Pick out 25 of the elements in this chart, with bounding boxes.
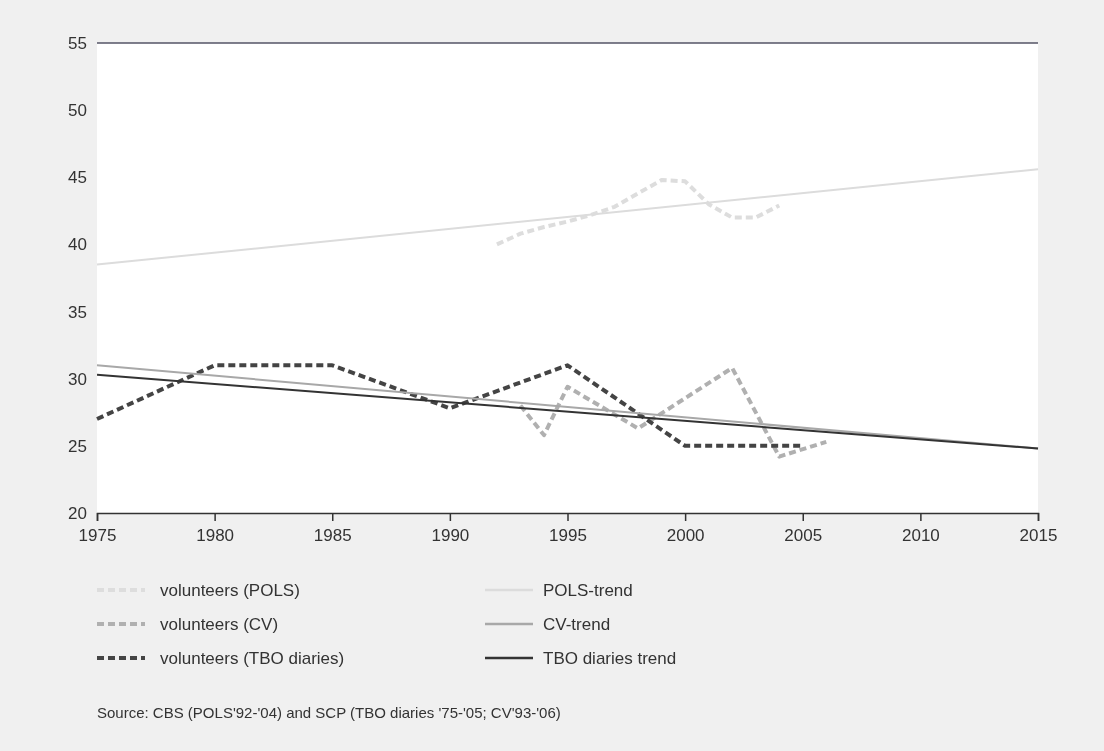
line-series (494, 177, 782, 247)
x-tick-label: 1975 (78, 526, 117, 545)
y-tick-label: 30 (68, 369, 87, 389)
y-tick-label: 40 (68, 235, 87, 255)
x-tick-label: 2015 (1019, 526, 1058, 545)
x-tick-label: 2000 (666, 526, 705, 545)
legend-label: volunteers (TBO diaries) (160, 649, 345, 668)
legend-label: volunteers (POLS) (160, 581, 300, 600)
legend-label: TBO diaries trend (543, 649, 677, 668)
x-tick-label: 2010 (901, 526, 940, 545)
y-tick-label: 25 (68, 436, 87, 456)
source-note: Source: CBS (POLS'92-'04) and SCP (TBO diaries '75-'05; CV'93-'06) (97, 704, 561, 721)
x-tick-label: 1985 (313, 526, 352, 545)
x-tick-label: 1995 (549, 526, 587, 545)
legend-label: volunteers (CV) (160, 615, 279, 634)
x-tick-label: 1980 (196, 526, 235, 545)
legend-label: CV-trend (543, 615, 611, 634)
y-tick-label: 35 (68, 302, 87, 322)
y-tick-label: 20 (68, 503, 87, 523)
y-tick-label: 55 (68, 33, 87, 53)
legend-label: POLS-trend (543, 581, 633, 600)
y-tick-label: 45 (68, 168, 87, 188)
x-tick-label: 1990 (431, 526, 470, 545)
x-tick-label: 2005 (784, 526, 823, 545)
y-tick-label: 50 (68, 101, 87, 121)
